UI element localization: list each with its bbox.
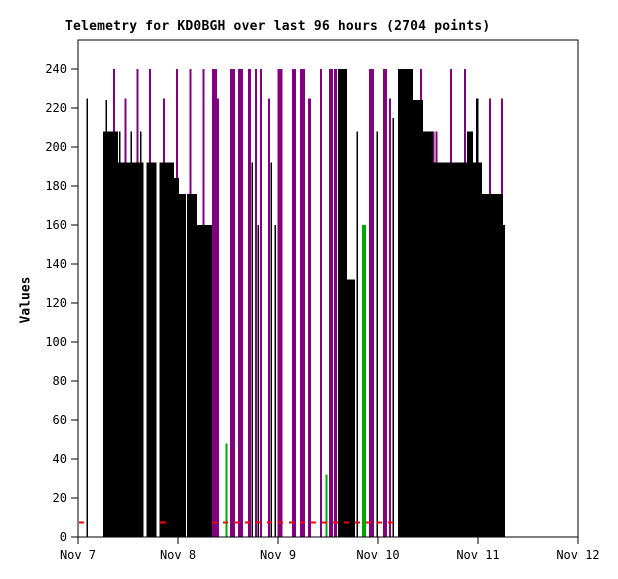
plot-border xyxy=(77,39,579,538)
y-tick-label: 240 xyxy=(45,62,67,76)
purple-impulse xyxy=(248,69,251,537)
black-bar xyxy=(187,193,197,538)
x-tick-label: Nov 12 xyxy=(556,548,599,562)
green-impulse xyxy=(325,474,328,537)
x-tick-label: Nov 10 xyxy=(356,548,399,562)
black-spike xyxy=(251,162,253,537)
black-spike xyxy=(376,131,378,537)
y-tick-label: 0 xyxy=(60,530,67,544)
purple-impulse xyxy=(292,69,296,537)
green-impulse xyxy=(225,443,228,537)
purple-impulse xyxy=(334,69,337,537)
purple-impulse xyxy=(260,69,262,537)
black-bar xyxy=(347,279,355,537)
x-tick-label: Nov 7 xyxy=(60,548,96,562)
black-bar xyxy=(413,100,423,537)
black-bar xyxy=(103,131,118,537)
black-bar xyxy=(398,69,413,537)
black-bar xyxy=(503,225,505,537)
y-tick-label: 160 xyxy=(45,218,67,232)
black-bar xyxy=(423,131,433,537)
x-tick-label: Nov 9 xyxy=(260,548,296,562)
black-bar xyxy=(146,162,157,537)
black-bar xyxy=(179,193,186,538)
y-tick-label: 120 xyxy=(45,296,67,310)
purple-impulse xyxy=(212,69,217,537)
black-bar xyxy=(433,162,482,537)
black-bar xyxy=(197,225,212,537)
black-spike xyxy=(257,225,259,537)
chart-title: Telemetry for KD0BGH over last 96 hours … xyxy=(65,19,491,34)
black-spike xyxy=(105,100,107,537)
black-spike xyxy=(86,98,88,538)
y-tick-label: 180 xyxy=(45,179,67,193)
green-impulse xyxy=(362,225,366,537)
y-tick-label: 40 xyxy=(53,452,67,466)
red-dash-segment xyxy=(79,521,84,524)
y-tick-label: 80 xyxy=(53,374,67,388)
black-spike xyxy=(475,98,479,538)
black-spike xyxy=(130,131,132,537)
purple-impulse xyxy=(383,69,387,537)
purple-impulse xyxy=(329,69,333,537)
black-spike xyxy=(274,225,276,537)
purple-impulse xyxy=(238,69,243,537)
y-tick-label: 100 xyxy=(45,335,67,349)
y-tick-label: 200 xyxy=(45,140,67,154)
purple-impulse xyxy=(268,98,270,538)
purple-impulse xyxy=(230,69,235,537)
black-spike xyxy=(118,131,121,537)
y-tick-label: 60 xyxy=(53,413,67,427)
black-spike xyxy=(270,162,272,537)
purple-impulse xyxy=(300,69,305,537)
black-bar xyxy=(174,178,179,537)
black-bar xyxy=(467,131,473,537)
black-spike xyxy=(139,131,142,537)
purple-impulse xyxy=(389,98,391,538)
black-bar xyxy=(338,69,347,537)
x-tick-label: Nov 8 xyxy=(160,548,196,562)
y-tick-label: 20 xyxy=(53,491,67,505)
y-tick-label: 140 xyxy=(45,257,67,271)
black-bar xyxy=(159,162,174,537)
purple-impulse xyxy=(320,69,322,537)
x-tick-label: Nov 11 xyxy=(456,548,499,562)
black-bar xyxy=(482,193,503,538)
red-dash-segment xyxy=(160,521,166,524)
y-tick-label: 220 xyxy=(45,101,67,115)
purple-impulse xyxy=(369,69,374,537)
purple-impulse xyxy=(217,98,219,538)
black-spike xyxy=(356,131,358,537)
black-spike xyxy=(392,117,394,538)
purple-impulse xyxy=(308,98,311,538)
purple-impulse xyxy=(277,69,283,537)
purple-impulse xyxy=(255,69,257,537)
